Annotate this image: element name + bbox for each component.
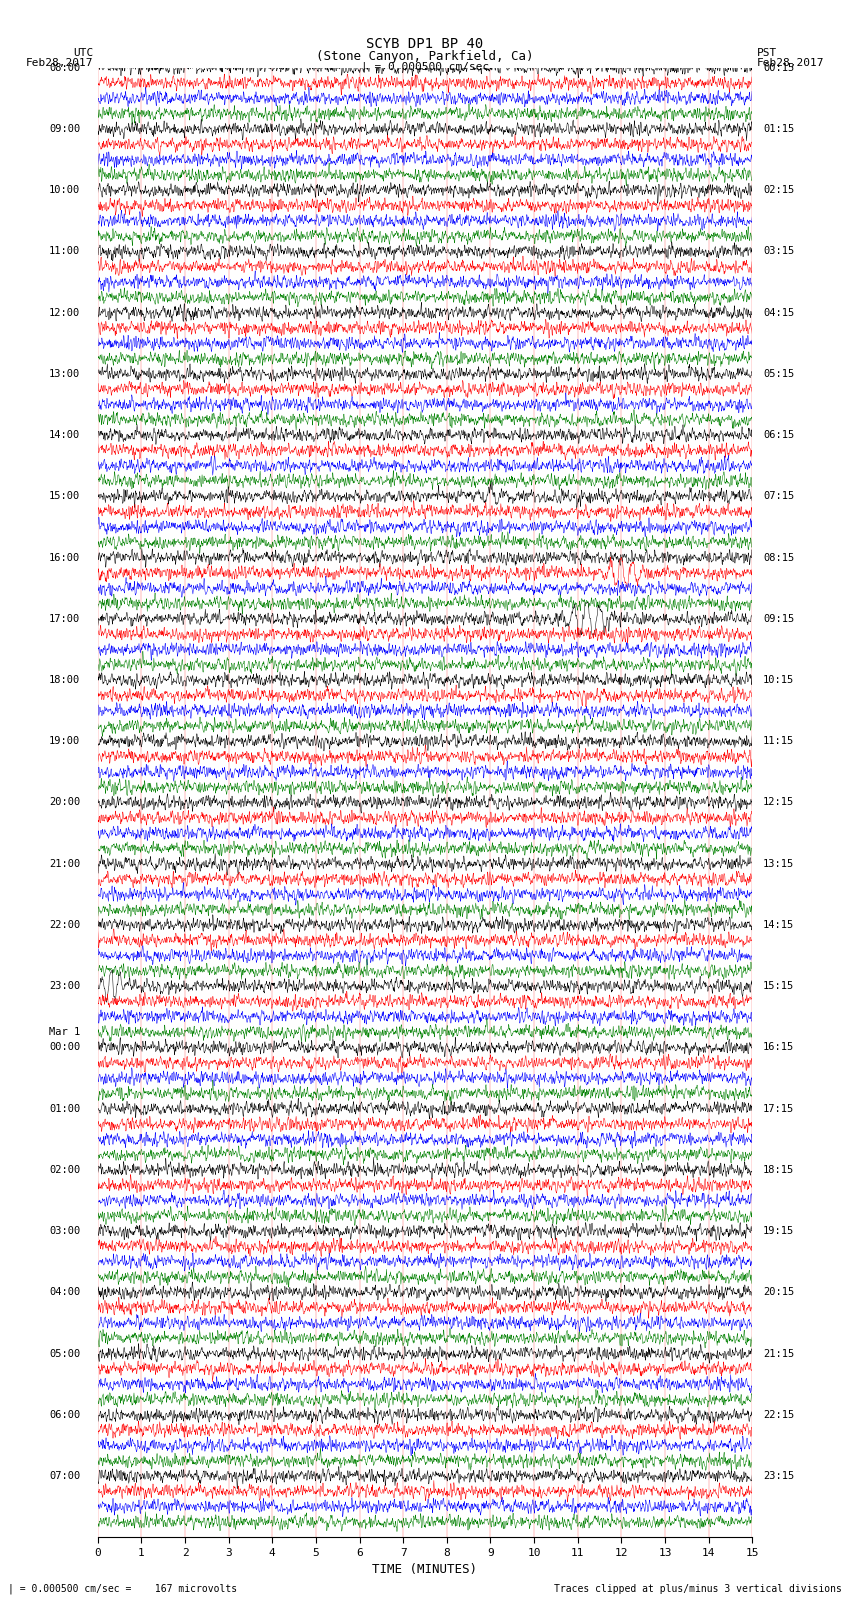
Text: 14:00: 14:00 — [49, 431, 80, 440]
Text: 20:15: 20:15 — [763, 1287, 795, 1297]
Text: | = 0.000500 cm/sec: | = 0.000500 cm/sec — [361, 61, 489, 73]
Text: 02:00: 02:00 — [49, 1165, 80, 1174]
Text: 05:15: 05:15 — [763, 369, 795, 379]
Text: 03:00: 03:00 — [49, 1226, 80, 1236]
Text: Feb28,2017: Feb28,2017 — [756, 58, 824, 68]
Text: 10:15: 10:15 — [763, 674, 795, 686]
Text: | = 0.000500 cm/sec =    167 microvolts: | = 0.000500 cm/sec = 167 microvolts — [8, 1582, 238, 1594]
Text: PST: PST — [756, 48, 777, 58]
X-axis label: TIME (MINUTES): TIME (MINUTES) — [372, 1563, 478, 1576]
Text: 18:00: 18:00 — [49, 674, 80, 686]
Text: SCYB DP1 BP 40: SCYB DP1 BP 40 — [366, 37, 484, 52]
Text: 14:15: 14:15 — [763, 919, 795, 931]
Text: 11:00: 11:00 — [49, 247, 80, 256]
Text: 01:15: 01:15 — [763, 124, 795, 134]
Text: 20:00: 20:00 — [49, 797, 80, 808]
Text: 07:15: 07:15 — [763, 492, 795, 502]
Text: 09:00: 09:00 — [49, 124, 80, 134]
Text: 04:15: 04:15 — [763, 308, 795, 318]
Text: 19:15: 19:15 — [763, 1226, 795, 1236]
Text: Feb28,2017: Feb28,2017 — [26, 58, 94, 68]
Text: 00:15: 00:15 — [763, 63, 795, 73]
Text: 16:15: 16:15 — [763, 1042, 795, 1052]
Text: 17:15: 17:15 — [763, 1103, 795, 1113]
Text: 05:00: 05:00 — [49, 1348, 80, 1358]
Text: 15:00: 15:00 — [49, 492, 80, 502]
Text: 21:15: 21:15 — [763, 1348, 795, 1358]
Text: 11:15: 11:15 — [763, 736, 795, 747]
Text: 03:15: 03:15 — [763, 247, 795, 256]
Text: 06:00: 06:00 — [49, 1410, 80, 1419]
Text: 09:15: 09:15 — [763, 615, 795, 624]
Text: 04:00: 04:00 — [49, 1287, 80, 1297]
Text: 10:00: 10:00 — [49, 185, 80, 195]
Text: 07:00: 07:00 — [49, 1471, 80, 1481]
Text: 01:00: 01:00 — [49, 1103, 80, 1113]
Text: 00:00: 00:00 — [49, 1042, 80, 1052]
Text: 16:00: 16:00 — [49, 553, 80, 563]
Text: 06:15: 06:15 — [763, 431, 795, 440]
Text: 15:15: 15:15 — [763, 981, 795, 990]
Text: 13:00: 13:00 — [49, 369, 80, 379]
Text: 12:00: 12:00 — [49, 308, 80, 318]
Text: 23:00: 23:00 — [49, 981, 80, 990]
Text: 21:00: 21:00 — [49, 858, 80, 869]
Text: Traces clipped at plus/minus 3 vertical divisions: Traces clipped at plus/minus 3 vertical … — [553, 1584, 842, 1594]
Text: 18:15: 18:15 — [763, 1165, 795, 1174]
Text: 17:00: 17:00 — [49, 615, 80, 624]
Text: 13:15: 13:15 — [763, 858, 795, 869]
Text: (Stone Canyon, Parkfield, Ca): (Stone Canyon, Parkfield, Ca) — [316, 50, 534, 63]
Text: 23:15: 23:15 — [763, 1471, 795, 1481]
Text: 19:00: 19:00 — [49, 736, 80, 747]
Text: UTC: UTC — [73, 48, 94, 58]
Text: 22:00: 22:00 — [49, 919, 80, 931]
Text: 12:15: 12:15 — [763, 797, 795, 808]
Text: 08:00: 08:00 — [49, 63, 80, 73]
Text: 08:15: 08:15 — [763, 553, 795, 563]
Text: 22:15: 22:15 — [763, 1410, 795, 1419]
Text: Mar 1: Mar 1 — [49, 1027, 80, 1037]
Text: 02:15: 02:15 — [763, 185, 795, 195]
